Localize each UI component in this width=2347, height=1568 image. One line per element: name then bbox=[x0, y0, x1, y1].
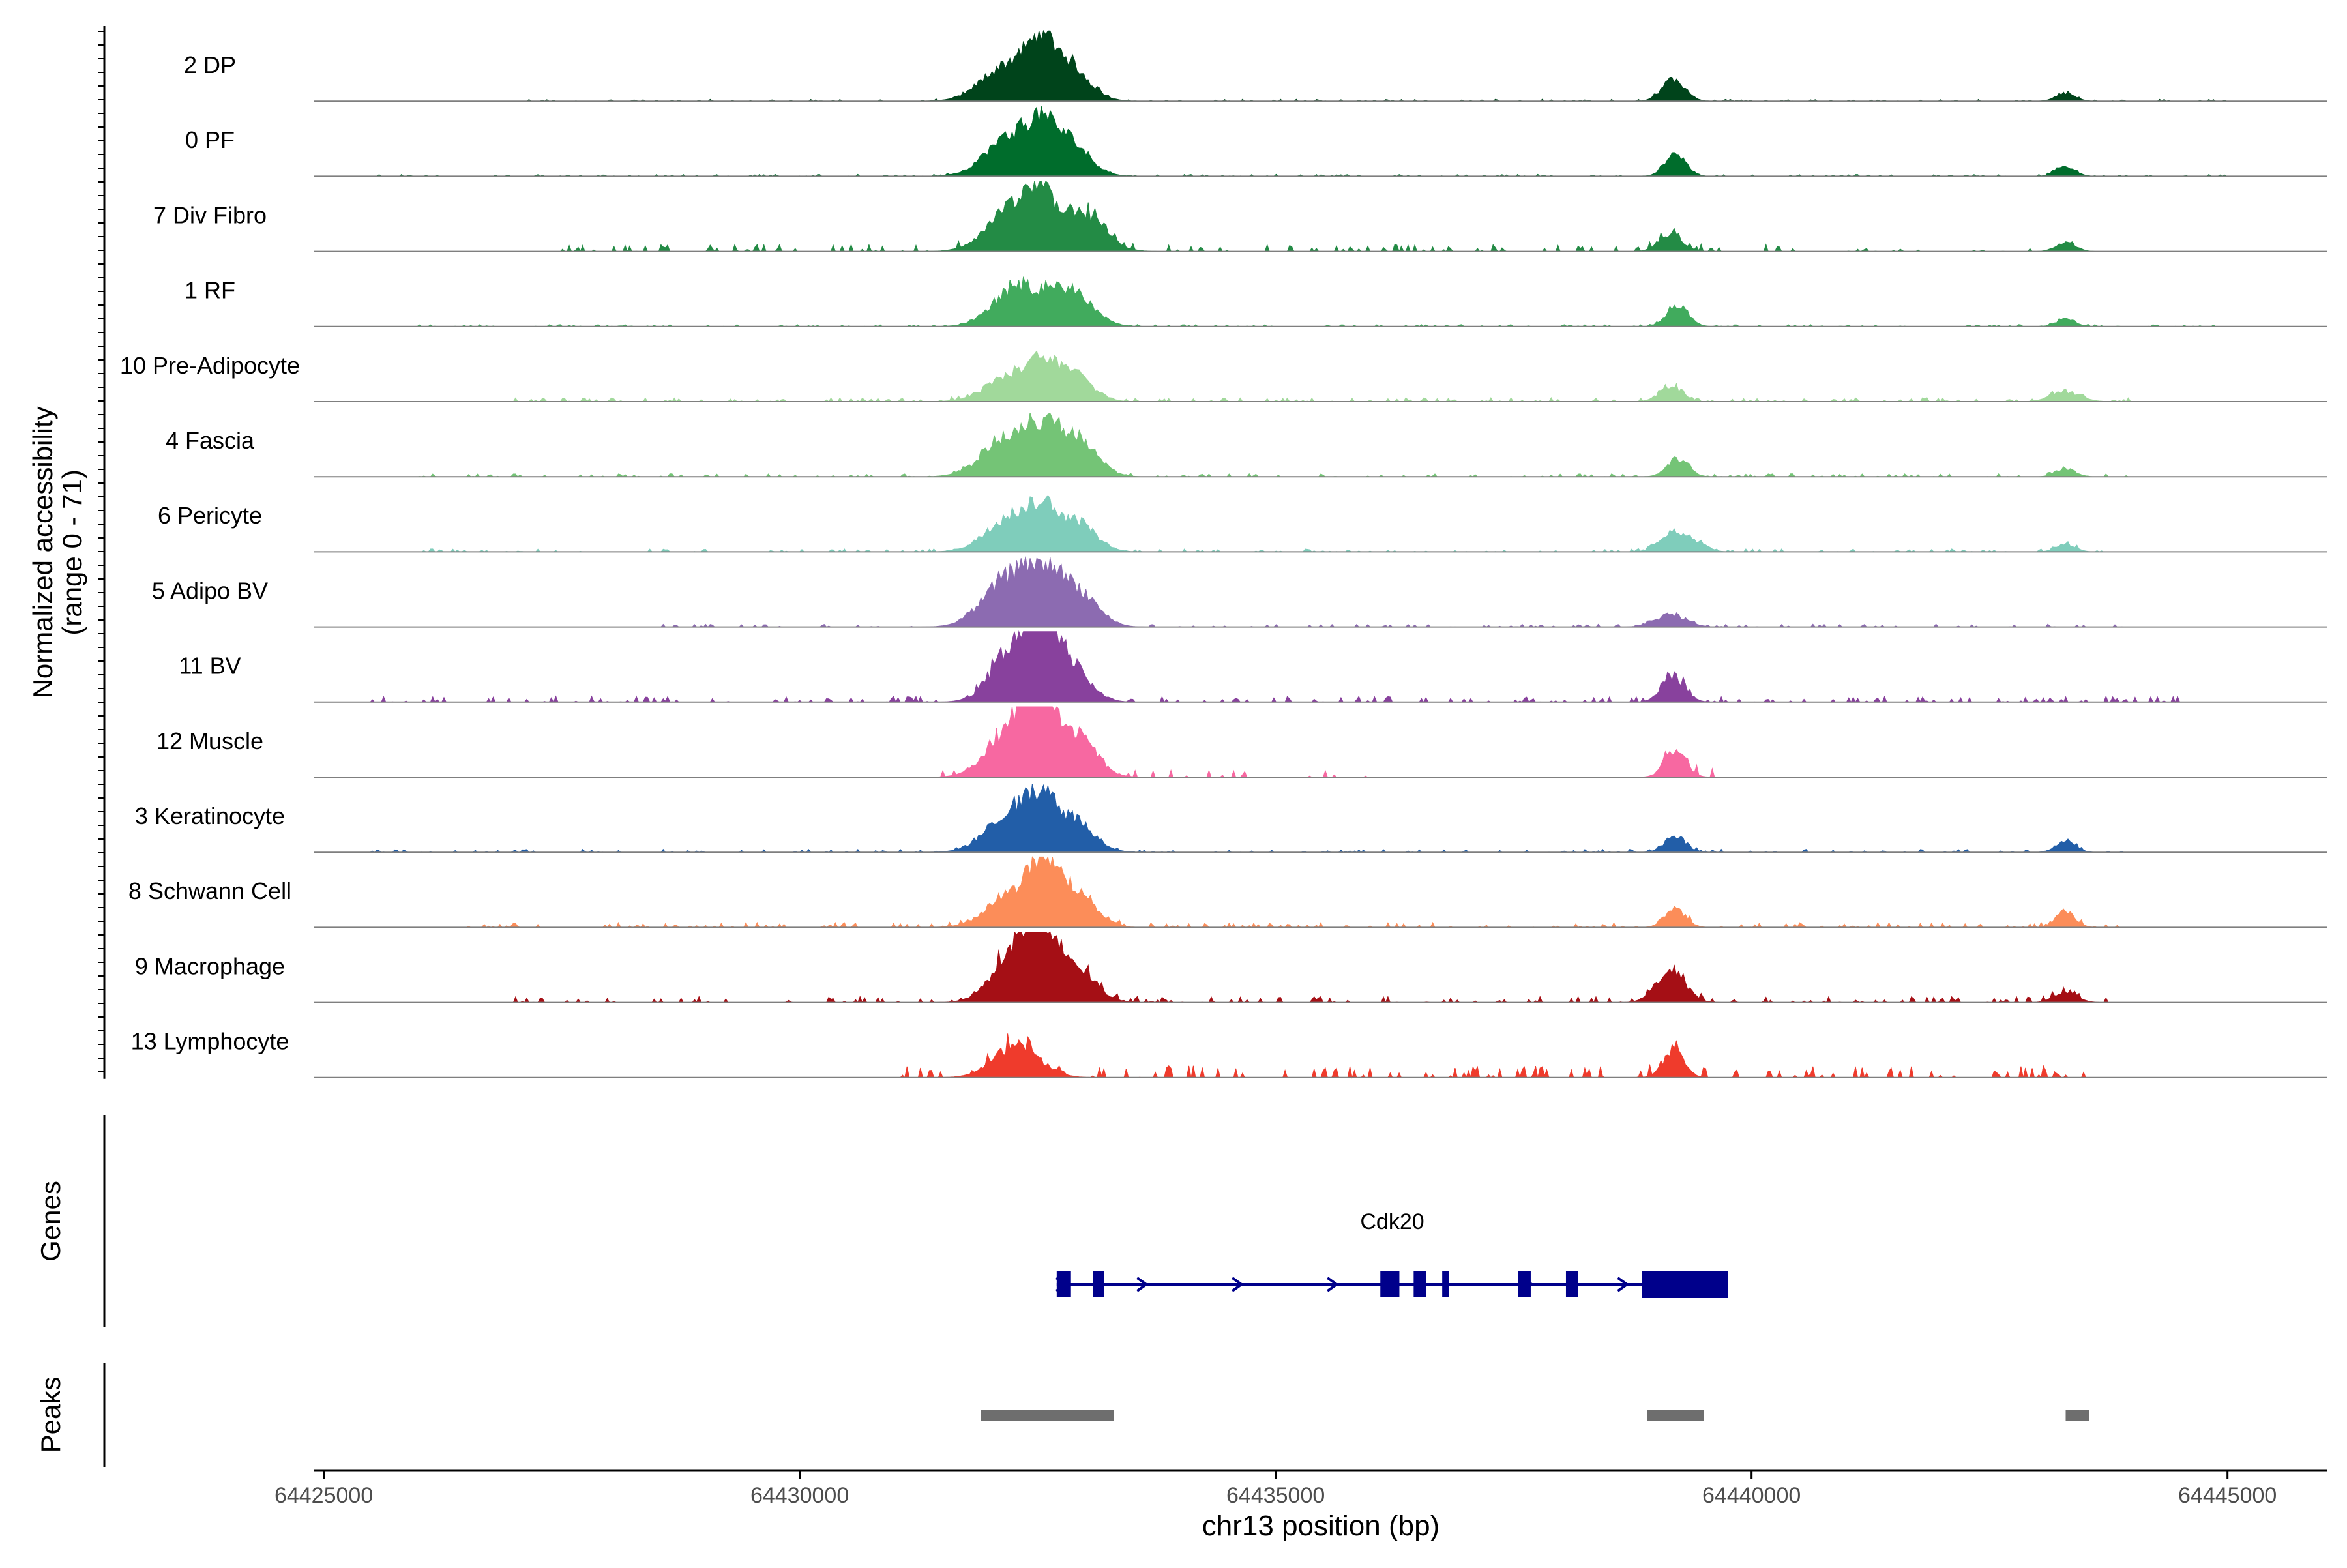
track-10-pre-adipocyte: 10 Pre-Adipocyte bbox=[120, 350, 2327, 402]
coverage-area bbox=[314, 556, 2327, 628]
gene-exon bbox=[1380, 1271, 1400, 1297]
track-label: 7 Div Fibro bbox=[153, 201, 267, 228]
tracks-layer: 2 DP 0 PF 7 Div Fibro 1 RF 10 Pre-Adipocyte 4… bbox=[120, 29, 2327, 1079]
coverage-area bbox=[314, 494, 2327, 553]
gene-exon bbox=[1518, 1271, 1531, 1297]
strand-arrow bbox=[1522, 1277, 1535, 1292]
track-6-pericyte: 6 Pericyte bbox=[158, 494, 2327, 553]
coverage-area bbox=[314, 350, 2327, 402]
x-tick-label: 64445000 bbox=[2178, 1483, 2277, 1508]
coverage-area bbox=[314, 276, 2327, 327]
y-axis-label-line2: (range 0 - 71) bbox=[57, 469, 87, 635]
coverage-area bbox=[314, 855, 2327, 928]
gene-name-label: Cdk20 bbox=[1360, 1209, 1424, 1234]
track-4-fascia: 4 Fascia bbox=[166, 412, 2327, 478]
peaks-track bbox=[103, 1363, 2089, 1467]
track-label: 9 Macrophage bbox=[135, 953, 285, 979]
gene-cdk20: Cdk20 bbox=[1055, 1209, 1728, 1298]
x-tick-label: 64430000 bbox=[750, 1483, 849, 1508]
track-label: 2 DP bbox=[184, 52, 236, 78]
track-0-pf: 0 PF bbox=[185, 106, 2327, 177]
genes-panel-label: Genes bbox=[35, 1181, 66, 1262]
strand-arrow bbox=[1232, 1277, 1244, 1292]
coverage-y-axis bbox=[98, 26, 106, 1079]
track-label: 1 RF bbox=[185, 277, 235, 304]
x-axis: 64425000 64430000 64435000 64440000 64445000 bbox=[274, 1469, 2327, 1508]
y-axis-label-line1: Normalized accessibility bbox=[27, 406, 58, 698]
track-9-macrophage: 9 Macrophage bbox=[135, 931, 2327, 1003]
coverage-area bbox=[314, 106, 2327, 177]
track-label: 6 Pericyte bbox=[158, 502, 262, 529]
gene-exon bbox=[1413, 1271, 1426, 1297]
track-7-div-fibro: 7 Div Fibro bbox=[153, 180, 2327, 252]
coverage-area bbox=[314, 180, 2327, 252]
track-label: 10 Pre-Adipocyte bbox=[120, 352, 300, 379]
coverage-area bbox=[314, 630, 2327, 703]
strand-arrow bbox=[1136, 1277, 1149, 1292]
track-13-lymphocyte: 13 Lymphocyte bbox=[131, 1028, 2327, 1079]
coverage-area bbox=[314, 412, 2327, 477]
x-tick-label: 64425000 bbox=[274, 1483, 373, 1508]
x-axis-label: chr13 position (bp) bbox=[1202, 1510, 1439, 1542]
strand-arrow bbox=[1055, 1277, 1068, 1292]
track-label: 8 Schwann Cell bbox=[128, 878, 291, 904]
track-label: 0 PF bbox=[185, 126, 235, 153]
peak-region bbox=[1647, 1410, 1704, 1421]
coverage-area bbox=[314, 1033, 2327, 1079]
track-1-rf: 1 RF bbox=[185, 276, 2327, 327]
x-tick-label: 64435000 bbox=[1226, 1483, 1325, 1508]
track-label: 5 Adipo BV bbox=[152, 577, 268, 604]
coverage-area bbox=[314, 931, 2327, 1003]
gene-exon bbox=[1442, 1271, 1449, 1297]
track-11-bv: 11 BV bbox=[179, 630, 2327, 703]
coverage-area bbox=[314, 706, 2327, 778]
gene-exon bbox=[1093, 1271, 1104, 1297]
track-2-dp: 2 DP bbox=[184, 29, 2327, 102]
gene-exon bbox=[1642, 1271, 1728, 1298]
track-8-schwann-cell: 8 Schwann Cell bbox=[128, 855, 2327, 928]
track-label: 4 Fascia bbox=[166, 427, 255, 454]
track-3-keratinocyte: 3 Keratinocyte bbox=[135, 784, 2327, 853]
peaks-panel-label: Peaks bbox=[35, 1377, 66, 1453]
genes-track: Cdk20 bbox=[103, 1115, 1728, 1327]
track-5-adipo-bv: 5 Adipo BV bbox=[152, 556, 2327, 628]
track-label: 11 BV bbox=[179, 653, 241, 679]
peak-region bbox=[2065, 1410, 2089, 1421]
x-tick-label: 64440000 bbox=[1702, 1483, 1801, 1508]
track-label: 3 Keratinocyte bbox=[135, 803, 285, 829]
peak-region bbox=[981, 1410, 1114, 1421]
strand-arrow bbox=[1617, 1277, 1630, 1292]
track-label: 13 Lymphocyte bbox=[131, 1028, 289, 1055]
coverage-area bbox=[314, 29, 2327, 102]
track-12-muscle: 12 Muscle bbox=[156, 706, 2327, 778]
gene-exon bbox=[1565, 1271, 1578, 1297]
strand-arrow bbox=[1327, 1277, 1339, 1292]
track-label: 12 Muscle bbox=[156, 728, 263, 754]
coverage-area bbox=[314, 784, 2327, 853]
